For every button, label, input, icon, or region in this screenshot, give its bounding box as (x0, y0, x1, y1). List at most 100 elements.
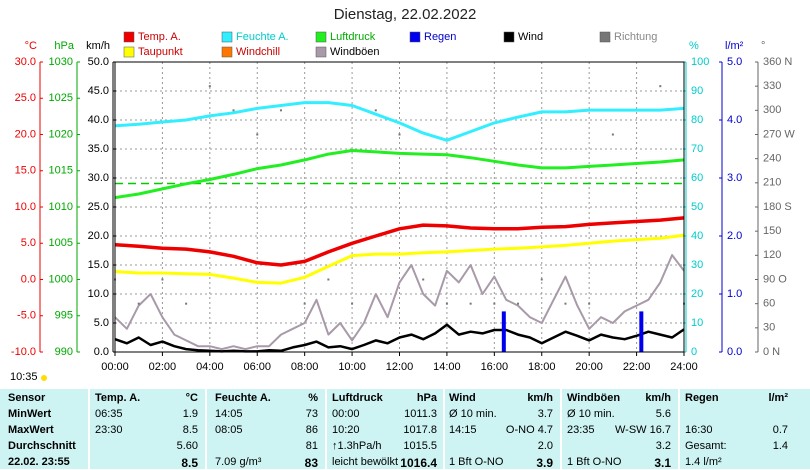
y-tick-label: 80 (691, 114, 703, 126)
axis-unit: l/m² (725, 40, 744, 52)
x-tick-label: 02:00 (149, 361, 177, 373)
table-cell: MinWert (8, 408, 52, 420)
y-tick-label: 0.0 (94, 346, 109, 358)
table-cell: 06:35 (95, 408, 123, 420)
y-tick-label: -10.0 (11, 346, 36, 358)
y-tick-label: 30.0 (88, 172, 109, 184)
y-tick-label: 1005 (49, 237, 73, 249)
table-cell: 1.9 (182, 408, 198, 420)
y-tick-label: 995 (55, 310, 73, 322)
table-cell: leicht bewölkt (332, 456, 399, 468)
axis-unit: km/h (86, 40, 110, 52)
table-cell: 5.60 (176, 440, 198, 452)
sun-icon (41, 375, 47, 381)
stats-table: Sensor Temp. A. °C Feuchte A.% Luftdruck hPa W… (0, 389, 810, 470)
table-cell: 0.7 (772, 424, 788, 436)
table-cell: 23:30 (95, 424, 123, 436)
y-tick-label: 50 (691, 201, 703, 213)
direction-dot (327, 278, 330, 281)
x-tick-label: 12:00 (386, 361, 414, 373)
y-tick-label: 1.0 (727, 288, 742, 300)
legend-swatch (599, 31, 611, 43)
y-tick-label: 100 (691, 56, 709, 68)
y-tick-label: 120 (763, 249, 781, 261)
table-cell: 3.2 (655, 440, 671, 452)
legend-swatch (409, 31, 421, 43)
y-tick-label: 45.0 (88, 85, 109, 97)
table-header: Feuchte A. (215, 392, 271, 404)
table-cell: 83 (304, 456, 318, 470)
x-tick-label: 14:00 (433, 361, 461, 373)
y-tick-label: 150 (763, 225, 781, 237)
table-header: % (308, 392, 318, 404)
table-header: Sensor (8, 392, 46, 404)
y-tick-label: 330 (763, 80, 781, 92)
y-tick-label: 1025 (49, 92, 73, 104)
table-cell: 3.9 (536, 456, 553, 470)
table-cell: 1016.4 (400, 456, 437, 470)
y-tick-label: 5.0 (21, 237, 36, 249)
y-tick-label: 90 (691, 85, 703, 97)
direction-dot (422, 278, 425, 281)
axis-unit: °C (25, 40, 37, 52)
series-line (114, 149, 685, 200)
direction-dot (611, 133, 614, 136)
table-header: Regen (685, 392, 719, 404)
axis-unit: hPa (54, 40, 74, 52)
table-group (680, 389, 810, 469)
legend-label: Feuchte A. (236, 31, 289, 43)
table-header: Windböen (567, 392, 621, 404)
table-header: Luftdruck (332, 392, 383, 404)
direction-dot (517, 302, 520, 305)
legend-label: Windböen (330, 46, 380, 58)
y-tick-label: 20 (691, 288, 703, 300)
x-tick-label: 16:00 (481, 361, 509, 373)
table-header: Temp. A. (95, 392, 141, 404)
table-cell: 8.5 (182, 424, 198, 436)
legend-swatch (221, 31, 233, 43)
x-tick-label: 18:00 (528, 361, 556, 373)
x-tick-label: 24:00 (670, 361, 698, 373)
series-line (114, 101, 685, 142)
direction-dot (303, 302, 306, 305)
y-tick-label: 60 (691, 172, 703, 184)
direction-dot (256, 133, 259, 136)
y-tick-label: 15.0 (88, 259, 109, 271)
y-tick-label: 10 (691, 317, 703, 329)
legend-label: Temp. A. (138, 31, 181, 43)
y-tick-label: 1020 (49, 128, 73, 140)
table-header: °C (185, 392, 198, 404)
y-tick-label: 360 N (763, 56, 792, 68)
y-tick-label: 3.0 (727, 172, 742, 184)
direction-dot (185, 302, 188, 305)
x-tick-label: 20:00 (575, 361, 603, 373)
y-tick-label: 240 (763, 153, 781, 165)
table-cell: 00:00 (332, 408, 360, 420)
y-tick-label: 20.0 (88, 230, 109, 242)
direction-dot (445, 302, 448, 305)
table-cell: Durchschnitt (8, 440, 76, 452)
y-tick-label: 10.0 (15, 201, 36, 213)
table-group (90, 389, 205, 469)
legend-swatch (123, 31, 135, 43)
table-header: Wind (449, 392, 476, 404)
series-line (114, 233, 685, 285)
y-tick-label: 25.0 (88, 201, 109, 213)
y-tick-label: 30 (763, 322, 775, 334)
y-tick-label: 0 (691, 346, 697, 358)
y-tick-label: 30 (691, 259, 703, 271)
series-line (114, 216, 685, 267)
legend-swatch (315, 31, 327, 43)
y-tick-label: 1030 (49, 56, 73, 68)
direction-dot (493, 302, 496, 305)
direction-dot (398, 133, 401, 136)
axis-unit: % (689, 40, 699, 52)
table-cell: 73 (305, 408, 318, 420)
x-tick-label: 00:00 (101, 361, 129, 373)
table-cell: 8.5 (181, 456, 198, 470)
table-group (207, 389, 325, 469)
table-cell: W-SW 16.7 (614, 424, 671, 436)
y-tick-label: 1015 (49, 165, 73, 177)
table-cell: 3.1 (654, 456, 671, 470)
legend-swatch (315, 46, 327, 58)
